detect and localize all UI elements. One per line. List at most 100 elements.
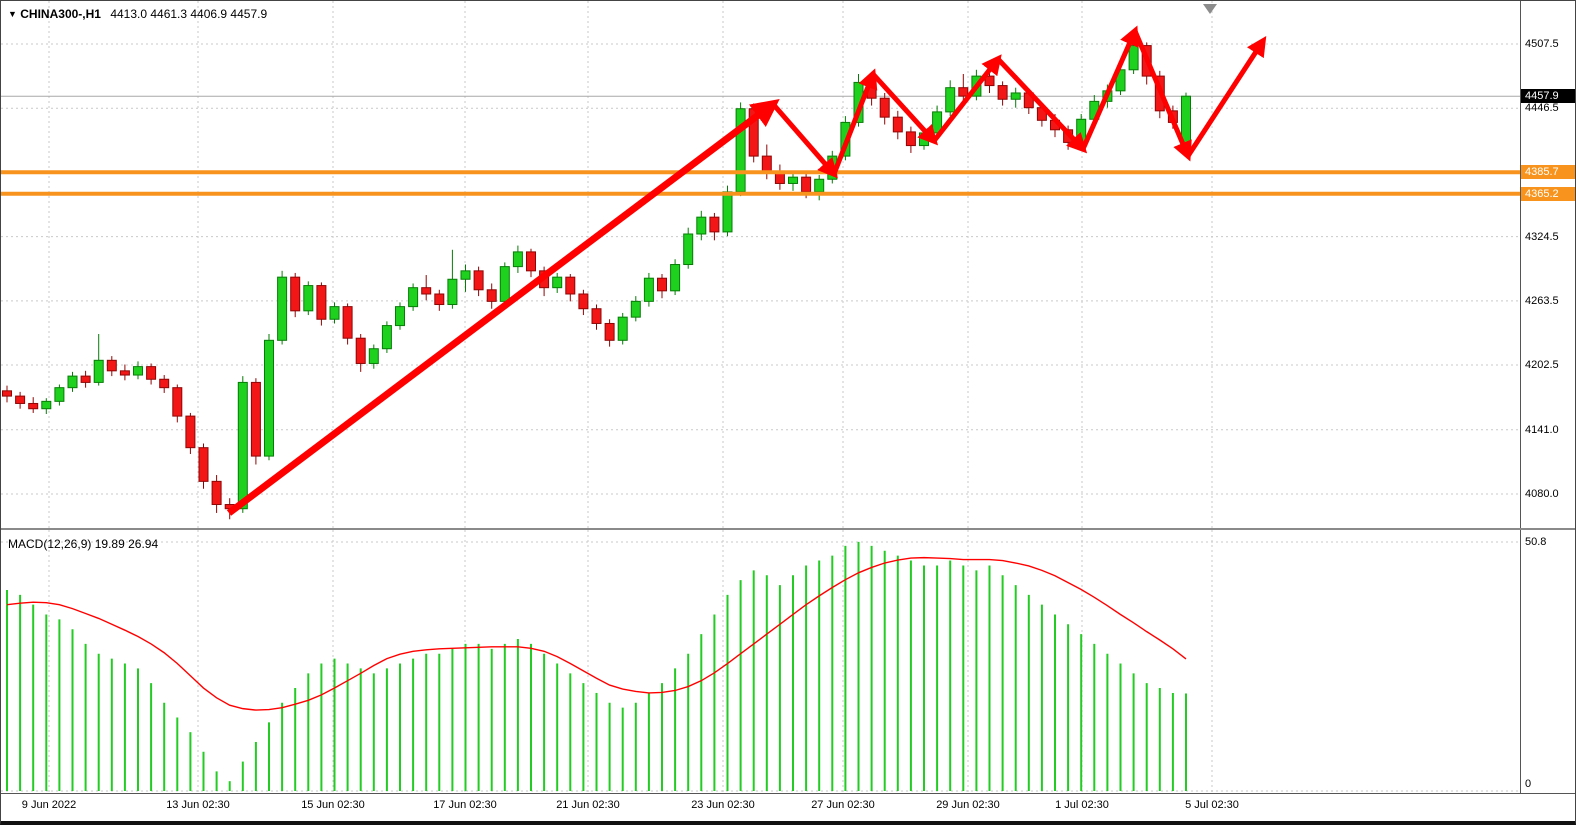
- candle-body: [683, 233, 694, 266]
- candle-body: [172, 387, 183, 417]
- level-price-label: 4385.7: [1521, 165, 1575, 180]
- price-tick-label: 4507.5: [1525, 38, 1559, 50]
- candle-body: [290, 276, 301, 312]
- price-chart-panel[interactable]: ▼ CHINA300-,H1 4413.0 4461.3 4406.9 4457…: [1, 1, 1520, 528]
- candle-body: [250, 381, 261, 457]
- trend-arrow[interactable]: [771, 102, 838, 179]
- candle-body: [879, 97, 890, 118]
- macd-axis[interactable]: 50.8 0: [1520, 530, 1575, 793]
- macd-axis-max: 50.8: [1525, 536, 1547, 548]
- candle-body: [434, 293, 445, 306]
- panel-divider[interactable]: [1, 528, 1575, 530]
- candle-body: [722, 191, 733, 233]
- candle-body: [93, 359, 104, 383]
- candle-body: [526, 251, 536, 272]
- candle-body: [106, 359, 117, 372]
- candle-body: [1010, 92, 1021, 100]
- candle-body: [185, 415, 196, 449]
- candle-body: [146, 366, 157, 380]
- time-label: 29 Jun 02:30: [936, 799, 1000, 811]
- candle-body: [198, 447, 209, 482]
- macd-chart[interactable]: [1, 530, 1520, 793]
- time-label: 21 Jun 02:30: [556, 799, 620, 811]
- price-tick-label: 4202.5: [1525, 359, 1559, 372]
- macd-indicator-label: MACD(12,26,9) 19.89 26.94: [8, 537, 158, 551]
- trend-arrow[interactable]: [996, 57, 1088, 154]
- candle-body: [1128, 45, 1139, 71]
- candle-body: [28, 402, 39, 410]
- candle-body: [2, 390, 12, 397]
- chart-title: ▼ CHINA300-,H1 4413.0 4461.3 4406.9 4457…: [8, 7, 267, 21]
- time-label: 9 Jun 2022: [21, 799, 77, 811]
- candle-body: [788, 176, 798, 184]
- macd-value: 19.89: [94, 537, 125, 551]
- trend-arrow[interactable]: [831, 68, 878, 175]
- macd-panel[interactable]: MACD(12,26,9) 19.89 26.94: [1, 530, 1520, 793]
- trend-arrow[interactable]: [1132, 30, 1192, 162]
- candle-body: [237, 381, 248, 510]
- price-tick-label: 4263.5: [1525, 294, 1559, 307]
- time-label: 27 Jun 02:30: [811, 799, 875, 811]
- candlestick-chart[interactable]: [1, 1, 1520, 528]
- candle-body: [355, 337, 366, 364]
- candle-body: [696, 216, 707, 235]
- candle-body: [578, 293, 589, 310]
- level-price-label: 4365.2: [1521, 186, 1575, 201]
- time-label: 17 Jun 02:30: [433, 799, 497, 811]
- candle-body: [499, 266, 510, 302]
- macd-signal-line: [6, 556, 1187, 711]
- candle-body: [905, 131, 916, 147]
- candle-body: [565, 276, 576, 295]
- candle-body: [643, 277, 654, 302]
- candle-body: [342, 306, 353, 339]
- price-axis[interactable]: 4507.5 4446.5 4324.5 4263.5 4202.5 4141.0 4080…: [1520, 1, 1575, 528]
- candle-body: [54, 387, 65, 402]
- trend-arrow[interactable]: [1185, 35, 1267, 158]
- ohlc-values: 4413.0 4461.3 4406.9 4457.9: [110, 7, 268, 21]
- candle-body: [552, 276, 563, 289]
- candle-body: [657, 277, 667, 292]
- candle-body: [264, 339, 274, 457]
- trend-arrow[interactable]: [226, 98, 780, 516]
- time-label: 1 Jul 02:30: [1055, 799, 1109, 811]
- trend-arrow[interactable]: [1080, 25, 1139, 151]
- price-tick-label: 4446.5: [1525, 102, 1559, 115]
- time-label: 5 Jul 02:30: [1185, 799, 1239, 811]
- time-axis[interactable]: 9 Jun 2022 13 Jun 02:30 15 Jun 02:30 17 Jun…: [1, 793, 1575, 821]
- candle-body: [368, 348, 379, 364]
- candle-body: [604, 322, 615, 341]
- price-tick-label: 4141.0: [1525, 423, 1559, 436]
- chart-shift-marker-icon: [1203, 4, 1217, 14]
- candle-body: [801, 176, 812, 193]
- symbol-timeframe-label: CHINA300-,H1: [20, 7, 101, 21]
- time-label: 15 Jun 02:30: [301, 799, 365, 811]
- symbol-dropdown-icon[interactable]: ▼: [8, 9, 17, 19]
- time-label: 23 Jun 02:30: [691, 799, 755, 811]
- macd-axis-zero: 0: [1525, 778, 1532, 790]
- trend-arrow[interactable]: [932, 54, 1002, 143]
- candle-body: [80, 375, 91, 383]
- candle-body: [958, 87, 969, 97]
- candle-body: [761, 155, 772, 173]
- candle-body: [1076, 118, 1087, 143]
- candle-body: [316, 285, 327, 320]
- candle-body: [329, 306, 340, 320]
- price-tick-label: 4324.5: [1525, 230, 1559, 243]
- candle-body: [486, 289, 497, 302]
- trend-arrow[interactable]: [871, 72, 939, 146]
- candle-body: [15, 395, 26, 404]
- candle-body: [512, 251, 523, 268]
- candle-body: [892, 116, 903, 133]
- candle-body: [381, 325, 392, 350]
- candle-body: [303, 285, 314, 312]
- candle-body: [591, 308, 602, 324]
- candle-body: [945, 87, 956, 113]
- time-label: 13 Jun 02:30: [166, 799, 230, 811]
- candle-body: [211, 480, 222, 506]
- candle-body: [133, 366, 143, 376]
- candle-body: [1181, 95, 1191, 144]
- candle-body: [67, 375, 78, 389]
- candle-body: [735, 108, 746, 193]
- price-tick-label: 4080.0: [1525, 487, 1559, 500]
